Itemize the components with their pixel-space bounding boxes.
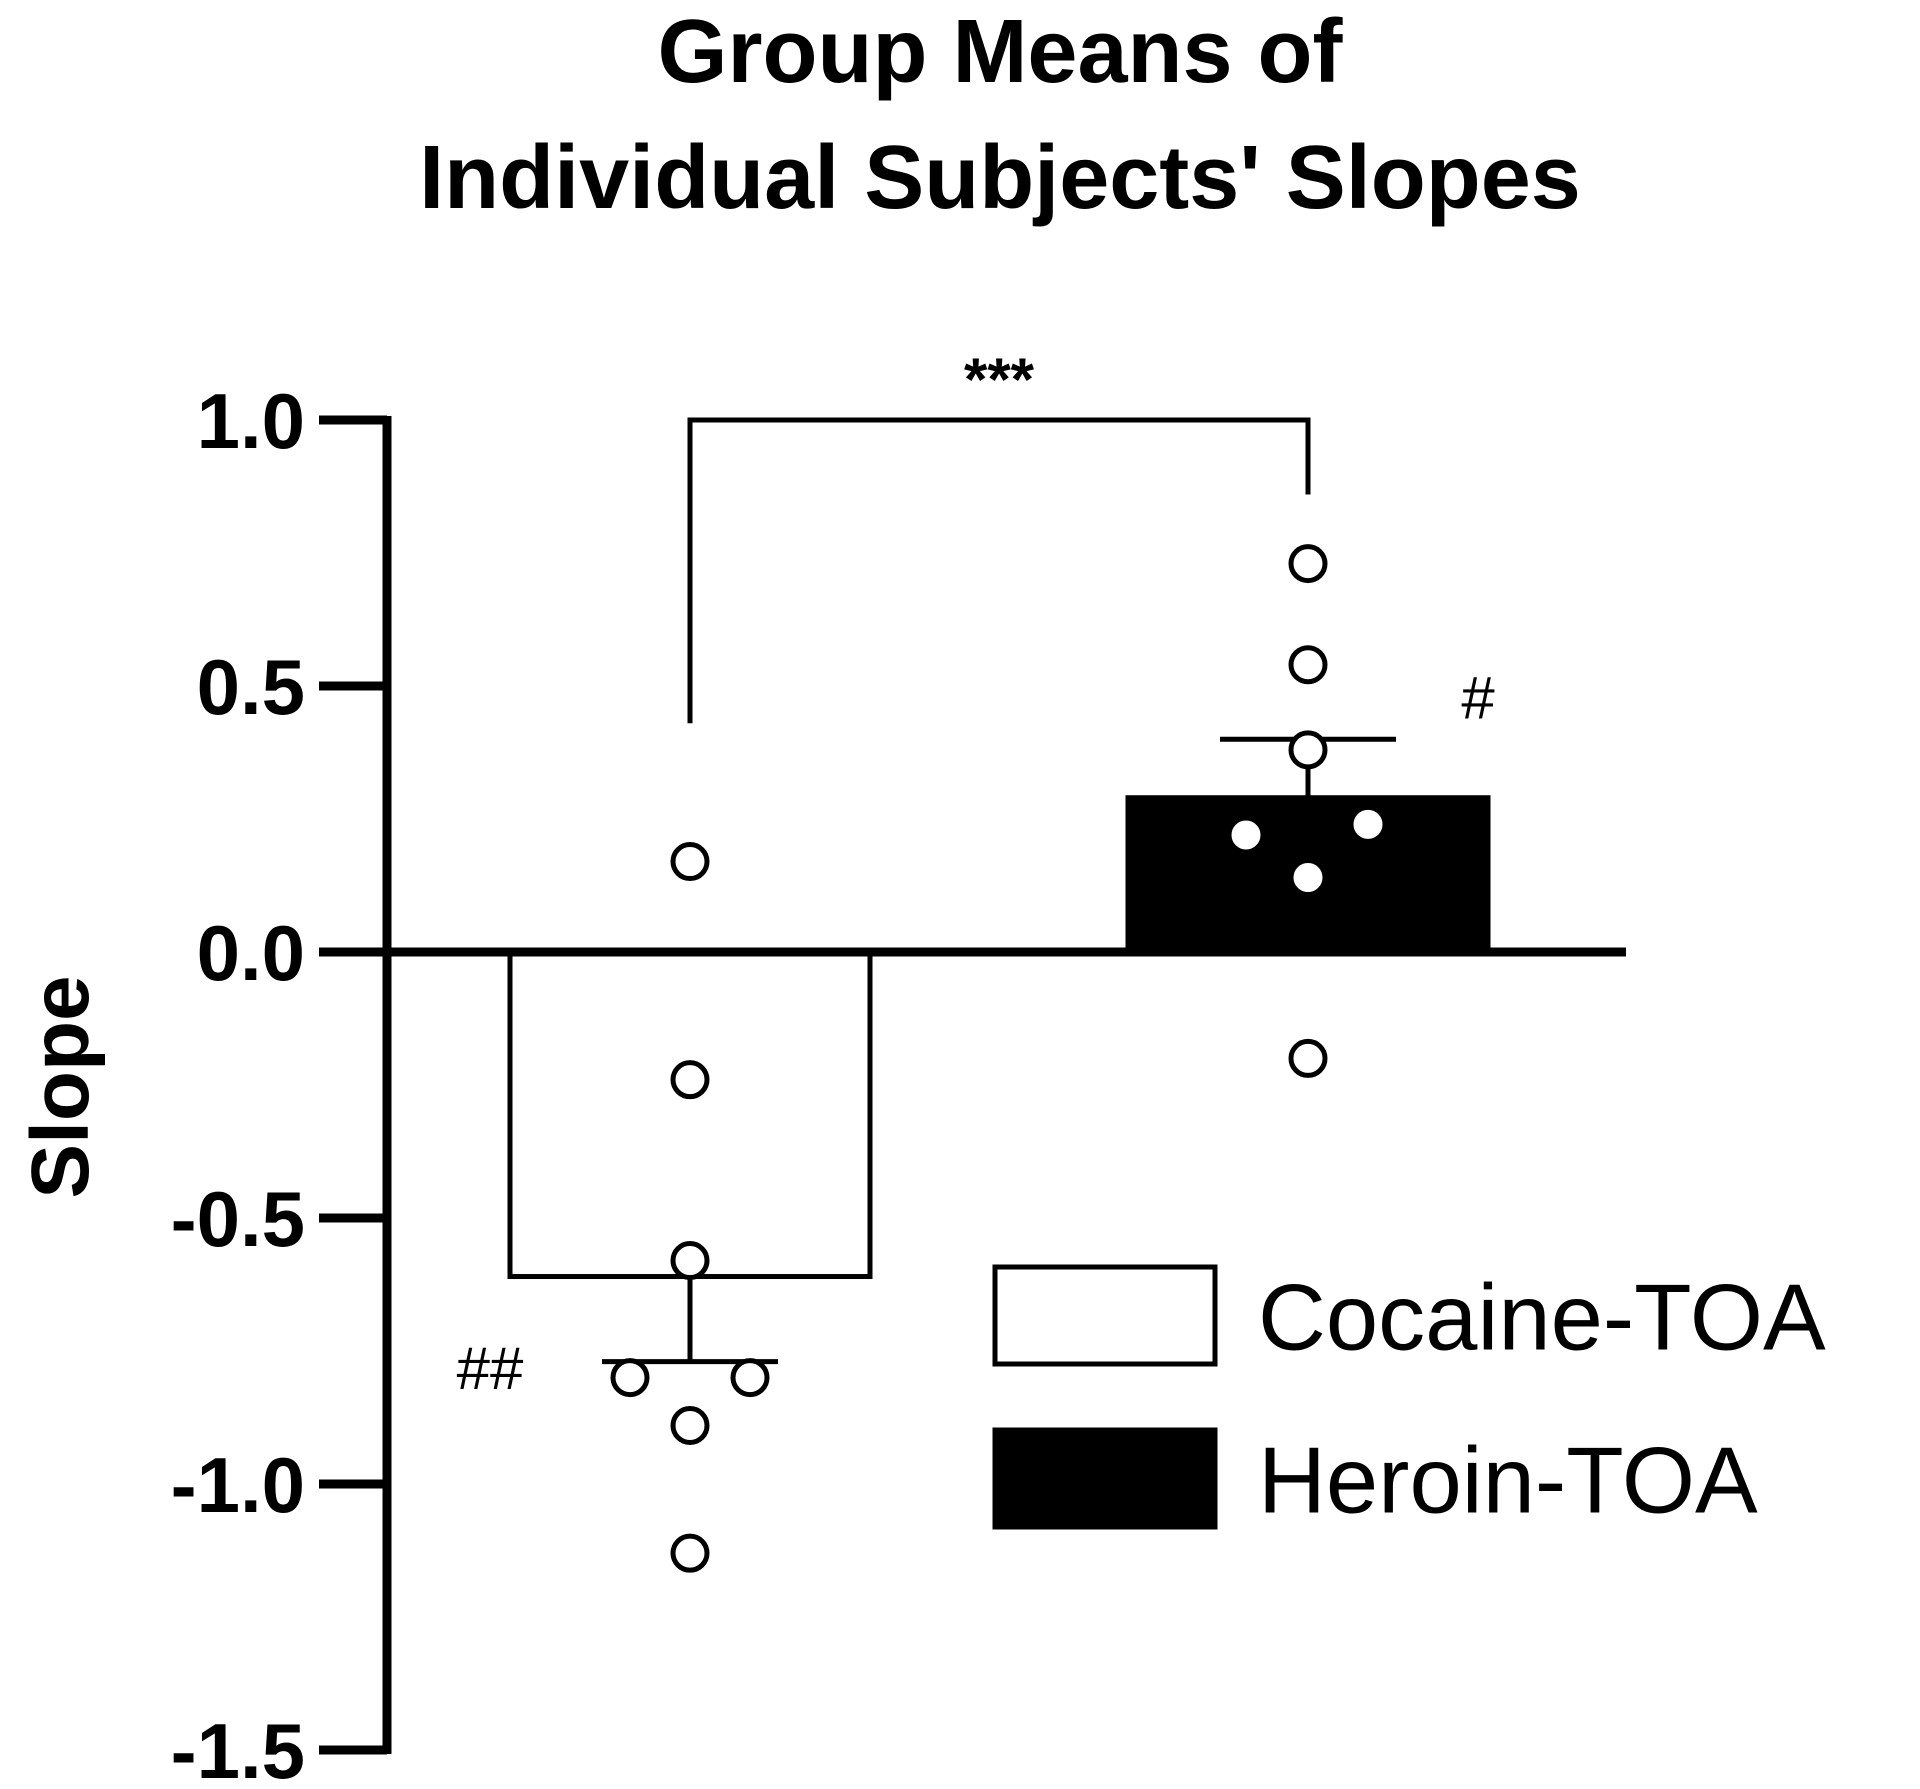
chart-title: Group Means of Individual Subjects' Slop… — [419, 2, 1581, 228]
y-axis-label: Slope — [15, 975, 106, 1198]
data-point — [670, 842, 710, 882]
data-point — [730, 1358, 770, 1398]
data-point — [670, 1241, 710, 1281]
data-point — [1288, 645, 1328, 685]
chart-title-line-2: Individual Subjects' Slopes — [419, 128, 1581, 228]
annotation-heroin: # — [1461, 665, 1495, 732]
data-point — [1288, 730, 1328, 770]
plot-area: 1.00.50.0-0.5-1.0-1.5###*** — [171, 346, 1626, 1789]
y-tick-label: -1.0 — [171, 1441, 305, 1529]
data-point — [1288, 858, 1328, 898]
y-tick-label: 0.5 — [197, 643, 305, 731]
data-point — [670, 1060, 710, 1100]
data-point — [1348, 804, 1388, 844]
legend-label-heroin-toa: Heroin-TOA — [1258, 1428, 1758, 1533]
data-point — [1288, 1038, 1328, 1078]
chart-title-line-1: Group Means of — [657, 2, 1343, 102]
y-tick-label: 1.0 — [197, 377, 305, 465]
y-tick-label: -1.5 — [171, 1707, 305, 1789]
bar-cocaine-toa — [507, 949, 873, 1280]
legend-swatch-cocaine-toa — [992, 1264, 1218, 1367]
legend: Cocaine-TOA Heroin-TOA — [992, 1264, 1826, 1533]
y-tick-label: 0.0 — [197, 909, 305, 997]
data-point — [610, 1358, 650, 1398]
legend-label-cocaine-toa: Cocaine-TOA — [1258, 1265, 1826, 1370]
annotation-cocaine: ## — [457, 1335, 524, 1402]
y-tick-label: -0.5 — [171, 1175, 305, 1263]
comparison-label: *** — [964, 346, 1035, 413]
data-point — [1226, 815, 1266, 855]
data-point — [1288, 544, 1328, 584]
data-point — [670, 1405, 710, 1445]
legend-swatch-heroin-toa — [992, 1427, 1218, 1530]
data-point — [670, 1533, 710, 1573]
comparison-bracket — [687, 417, 1311, 724]
